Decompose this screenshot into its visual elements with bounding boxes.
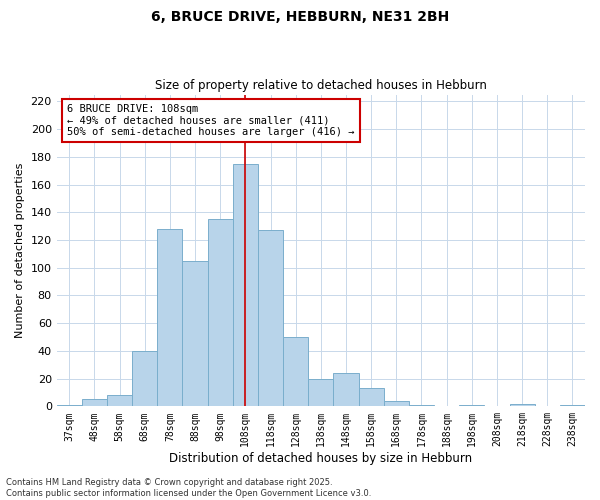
X-axis label: Distribution of detached houses by size in Hebburn: Distribution of detached houses by size … xyxy=(169,452,472,465)
Bar xyxy=(459,405,484,406)
Bar xyxy=(359,388,384,406)
Bar xyxy=(233,164,258,406)
Bar xyxy=(560,405,585,406)
Bar xyxy=(384,401,409,406)
Bar xyxy=(258,230,283,406)
Bar xyxy=(334,373,359,406)
Bar xyxy=(283,337,308,406)
Title: Size of property relative to detached houses in Hebburn: Size of property relative to detached ho… xyxy=(155,79,487,92)
Bar xyxy=(56,405,82,406)
Y-axis label: Number of detached properties: Number of detached properties xyxy=(15,163,25,338)
Bar xyxy=(409,405,434,406)
Text: Contains HM Land Registry data © Crown copyright and database right 2025.
Contai: Contains HM Land Registry data © Crown c… xyxy=(6,478,371,498)
Bar xyxy=(208,220,233,406)
Text: 6, BRUCE DRIVE, HEBBURN, NE31 2BH: 6, BRUCE DRIVE, HEBBURN, NE31 2BH xyxy=(151,10,449,24)
Bar xyxy=(107,395,132,406)
Bar xyxy=(182,261,208,406)
Bar xyxy=(132,351,157,406)
Bar xyxy=(308,378,334,406)
Text: 6 BRUCE DRIVE: 108sqm
← 49% of detached houses are smaller (411)
50% of semi-det: 6 BRUCE DRIVE: 108sqm ← 49% of detached … xyxy=(67,104,355,137)
Bar xyxy=(82,400,107,406)
Bar xyxy=(509,404,535,406)
Bar xyxy=(157,229,182,406)
